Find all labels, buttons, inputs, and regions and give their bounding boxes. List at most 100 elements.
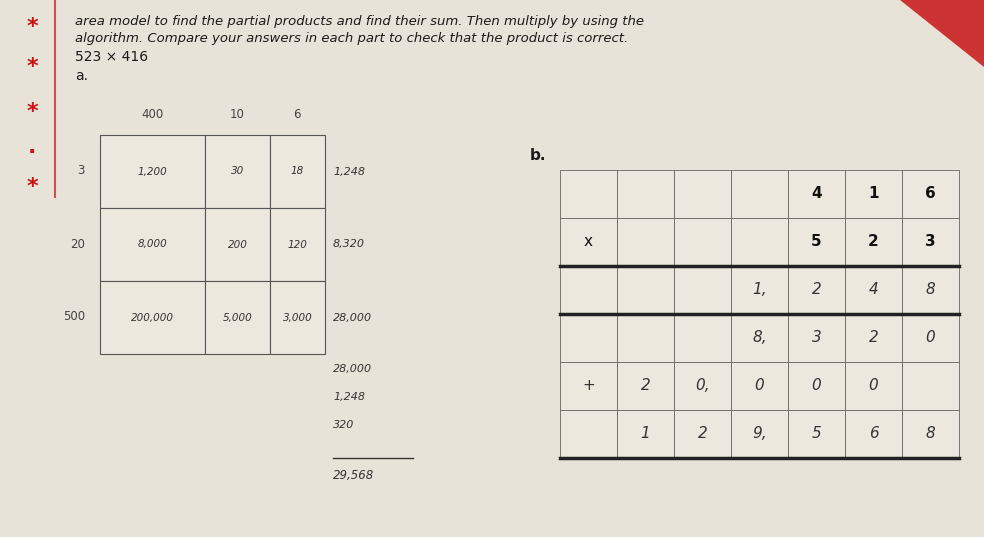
Bar (560, 410, 617, 458)
Text: 29,568: 29,568 (333, 469, 374, 483)
Text: 0: 0 (812, 379, 822, 394)
Bar (617, 362, 674, 410)
Bar (270, 208, 325, 281)
Text: 2: 2 (698, 426, 707, 441)
Bar (674, 170, 731, 218)
Text: 8,000: 8,000 (138, 240, 167, 250)
Text: 0: 0 (755, 379, 765, 394)
Bar (617, 314, 674, 362)
Text: 8: 8 (926, 282, 936, 297)
Bar (731, 314, 788, 362)
Bar (205, 135, 270, 208)
Text: *: * (27, 17, 37, 37)
Text: 2: 2 (869, 330, 879, 345)
Text: 200: 200 (227, 240, 247, 250)
Bar (788, 218, 845, 266)
Text: .: . (28, 137, 36, 157)
Text: 28,000: 28,000 (333, 364, 372, 374)
Bar (845, 266, 902, 314)
Bar (902, 314, 959, 362)
Bar (731, 410, 788, 458)
Text: b.: b. (530, 148, 546, 163)
Text: 8,: 8, (752, 330, 767, 345)
Bar (731, 362, 788, 410)
Text: *: * (27, 177, 37, 197)
Bar (731, 218, 788, 266)
Text: 8,320: 8,320 (333, 240, 365, 250)
Bar (674, 410, 731, 458)
Text: 1: 1 (868, 186, 879, 201)
Bar (617, 266, 674, 314)
Bar (788, 410, 845, 458)
Text: x: x (584, 235, 593, 250)
Text: 20: 20 (70, 237, 85, 250)
Bar (617, 410, 674, 458)
Bar (902, 266, 959, 314)
Bar (205, 281, 270, 354)
Text: 18: 18 (291, 166, 304, 177)
Text: 10: 10 (229, 108, 244, 121)
Text: 200,000: 200,000 (131, 313, 174, 323)
Text: 3,000: 3,000 (282, 313, 312, 323)
Text: 6: 6 (293, 108, 301, 121)
Bar (617, 170, 674, 218)
Bar (674, 314, 731, 362)
Bar (845, 314, 902, 362)
Bar (100, 281, 205, 354)
Text: 30: 30 (231, 166, 244, 177)
Text: 1,248: 1,248 (333, 166, 365, 177)
Text: 4: 4 (811, 186, 822, 201)
Text: 2: 2 (641, 379, 650, 394)
Text: 6: 6 (925, 186, 936, 201)
Text: 5: 5 (811, 235, 822, 250)
Text: algorithm. Compare your answers in each part to check that the product is correc: algorithm. Compare your answers in each … (75, 32, 628, 45)
Bar (560, 362, 617, 410)
Bar (560, 170, 617, 218)
Text: 8: 8 (926, 426, 936, 441)
Text: 120: 120 (287, 240, 307, 250)
Text: +: + (583, 379, 595, 394)
Text: 2: 2 (868, 235, 879, 250)
Text: 3: 3 (78, 164, 85, 178)
Bar (845, 362, 902, 410)
Bar (788, 314, 845, 362)
Bar (270, 135, 325, 208)
Text: 2: 2 (812, 282, 822, 297)
Bar (205, 208, 270, 281)
Bar (674, 266, 731, 314)
Bar (674, 218, 731, 266)
Text: 28,000: 28,000 (333, 313, 372, 323)
Text: 1: 1 (641, 426, 650, 441)
Bar (845, 410, 902, 458)
Text: area model to find the partial products and find their sum. Then multiply by usi: area model to find the partial products … (75, 15, 644, 28)
Text: 0: 0 (926, 330, 936, 345)
Text: 1,: 1, (752, 282, 767, 297)
Bar (845, 218, 902, 266)
Bar (788, 170, 845, 218)
Text: 0: 0 (869, 379, 879, 394)
Bar (731, 266, 788, 314)
Text: *: * (27, 102, 37, 122)
Text: 1,200: 1,200 (138, 166, 167, 177)
Text: 5: 5 (812, 426, 822, 441)
Bar (902, 218, 959, 266)
Text: 1,248: 1,248 (333, 392, 365, 402)
Text: 6: 6 (869, 426, 879, 441)
Text: 0,: 0, (695, 379, 709, 394)
Bar (902, 362, 959, 410)
Bar (731, 170, 788, 218)
Text: 320: 320 (333, 420, 354, 430)
Bar (270, 281, 325, 354)
Bar (845, 170, 902, 218)
Text: 4: 4 (869, 282, 879, 297)
Bar (902, 410, 959, 458)
Bar (617, 218, 674, 266)
Text: a.: a. (75, 69, 88, 83)
Text: *: * (27, 57, 37, 77)
Bar (674, 362, 731, 410)
Text: 400: 400 (141, 108, 163, 121)
Bar (560, 218, 617, 266)
Bar (560, 314, 617, 362)
Text: 3: 3 (925, 235, 936, 250)
Text: 523 × 416: 523 × 416 (75, 50, 149, 64)
